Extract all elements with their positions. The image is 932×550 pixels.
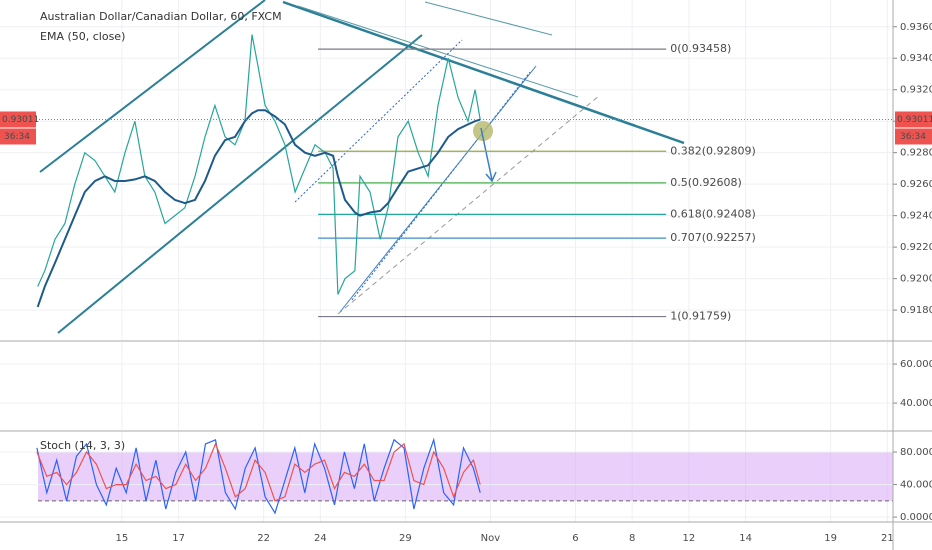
channel-line [39, 0, 266, 173]
x-tick-label: 24 [314, 533, 327, 544]
fib-label: 0.618(0.92408) [670, 207, 756, 220]
channel-line [57, 34, 423, 334]
y-tick-label: 80.0000 [900, 447, 932, 458]
y-tick-label: 0.0000 [900, 512, 932, 523]
last-price-label: 0.93011 [2, 115, 39, 125]
x-tick-label: 17 [172, 533, 185, 544]
x-tick-label: 21 [881, 533, 894, 544]
x-tick-label: 6 [572, 533, 578, 544]
x-tick-label: 15 [116, 533, 129, 544]
countdown-tag [0, 128, 36, 145]
x-tick-label: 29 [399, 533, 412, 544]
channel-line [339, 65, 537, 313]
indicator-label: Stoch (14, 3, 3) [40, 439, 125, 452]
grid [0, 0, 893, 522]
x-tick-label: 22 [257, 533, 270, 544]
fib-label: 1(0.91759) [670, 310, 731, 323]
channel-line [294, 39, 463, 203]
fib-label: 0.5(0.92608) [670, 176, 742, 189]
y-tick-label: 60.0000 [900, 359, 932, 370]
highlight [473, 121, 493, 141]
y-tick-label: 40.0000 [900, 398, 932, 409]
y-tick-label: 40.0000 [900, 480, 932, 491]
last-price-tag [0, 111, 36, 128]
last-price-label: 0.93011 [897, 115, 932, 125]
trend-line [337, 94, 601, 315]
fib-label: 0.382(0.92809) [670, 144, 756, 157]
x-tick-label: 19 [824, 533, 837, 544]
arrow [480, 127, 497, 183]
countdown: 36:34 [4, 132, 30, 142]
series-line [36, 442, 481, 502]
countdown-tag [895, 128, 932, 145]
last-price-tag [895, 111, 932, 128]
trend-line [424, 1, 553, 36]
x-tick-label: Nov [481, 533, 501, 544]
band [38, 452, 893, 501]
x-tick-label: 12 [683, 533, 696, 544]
x-tick-label: 14 [739, 533, 752, 544]
fib-label: 0(0.93458) [670, 42, 731, 55]
countdown: 36:34 [900, 132, 926, 142]
drawings [39, 0, 685, 334]
trend-line [282, 0, 685, 145]
indicator-label: EMA (50, close) [40, 30, 125, 43]
series-line [37, 34, 481, 295]
trend-line [297, 5, 579, 98]
x-tick-label: 8 [629, 533, 635, 544]
fib-label: 0.707(0.92257) [670, 231, 756, 244]
chart-title: Australian Dollar/Canadian Dollar, 60, F… [40, 10, 282, 23]
series-line [36, 109, 481, 308]
